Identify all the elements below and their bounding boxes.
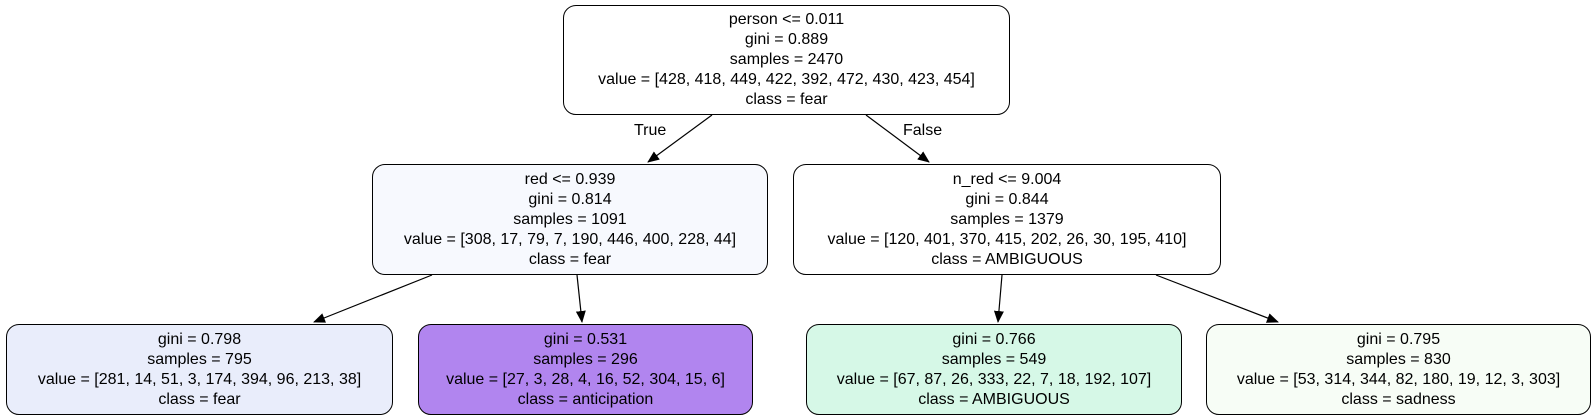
node-samples: samples = 830 bbox=[1346, 350, 1451, 368]
node-gini: gini = 0.531 bbox=[543, 330, 628, 348]
node-class: class = fear bbox=[528, 250, 612, 268]
tree-node-right: n_red <= 9.004 gini = 0.844 samples = 13… bbox=[793, 164, 1221, 275]
node-gini: gini = 0.889 bbox=[744, 31, 829, 48]
node-class: class = sadness bbox=[1341, 390, 1456, 408]
tree-leaf-anticipation: gini = 0.531 samples = 296 value = [27, … bbox=[418, 324, 753, 415]
node-samples: samples = 795 bbox=[147, 350, 252, 368]
node-gini: gini = 0.798 bbox=[157, 330, 242, 348]
node-value: value = [27, 3, 28, 4, 16, 52, 304, 15, … bbox=[446, 370, 725, 388]
node-value: value = [308, 17, 79, 7, 190, 446, 400, … bbox=[403, 230, 737, 248]
node-split-rule: red <= 0.939 bbox=[524, 170, 616, 188]
node-gini: gini = 0.844 bbox=[965, 190, 1049, 208]
edge-n0-n2 bbox=[865, 114, 930, 163]
node-split-rule: person <= 0.011 bbox=[728, 11, 845, 28]
node-samples: samples = 1091 bbox=[513, 210, 627, 228]
tree-leaf-fear: gini = 0.798 samples = 795 value = [281,… bbox=[6, 324, 393, 415]
node-samples: samples = 549 bbox=[941, 350, 1047, 368]
edge-n2-n6 bbox=[1155, 274, 1279, 323]
edge-label-true: True bbox=[634, 122, 667, 139]
node-split-rule: n_red <= 9.004 bbox=[952, 170, 1062, 188]
node-class: class = fear bbox=[158, 390, 241, 408]
node-class: class = anticipation bbox=[517, 390, 654, 408]
node-class: class = AMBIGUOUS bbox=[931, 250, 1083, 268]
node-samples: samples = 1379 bbox=[950, 210, 1064, 228]
node-gini: gini = 0.766 bbox=[952, 330, 1036, 348]
node-samples: samples = 2470 bbox=[729, 51, 844, 68]
node-class: class = fear bbox=[745, 91, 828, 108]
edge-n1-n4 bbox=[575, 274, 586, 323]
node-class: class = AMBIGUOUS bbox=[918, 390, 1070, 408]
tree-node-left: red <= 0.939 gini = 0.814 samples = 1091… bbox=[372, 164, 768, 275]
tree-leaf-sadness: gini = 0.795 samples = 830 value = [53, … bbox=[1206, 324, 1591, 415]
edge-n1-n3 bbox=[313, 274, 433, 323]
edge-n0-n1 bbox=[647, 114, 713, 163]
node-value: value = [281, 14, 51, 3, 174, 394, 96, 2… bbox=[37, 370, 362, 388]
node-gini: gini = 0.795 bbox=[1356, 330, 1441, 348]
node-samples: samples = 296 bbox=[533, 350, 638, 368]
node-value: value = [120, 401, 370, 415, 202, 26, 30… bbox=[827, 230, 1187, 248]
node-value: value = [428, 418, 449, 422, 392, 472, 4… bbox=[598, 71, 975, 88]
tree-leaf-ambiguous: gini = 0.766 samples = 549 value = [67, … bbox=[806, 324, 1182, 415]
tree-node-root: person <= 0.011 gini = 0.889 samples = 2… bbox=[563, 5, 1010, 115]
edge-n2-n5 bbox=[993, 274, 1004, 323]
node-value: value = [53, 314, 344, 82, 180, 19, 12, … bbox=[1236, 370, 1561, 388]
node-gini: gini = 0.814 bbox=[528, 190, 612, 208]
node-value: value = [67, 87, 26, 333, 22, 7, 18, 192… bbox=[836, 370, 1152, 388]
edge-label-false: False bbox=[903, 122, 943, 139]
